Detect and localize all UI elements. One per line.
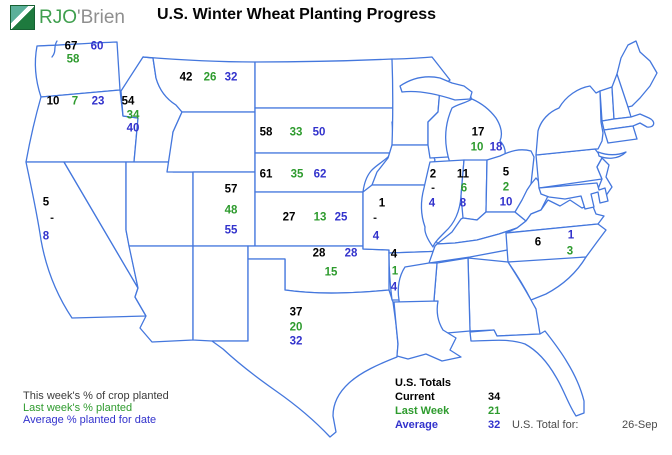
oh-current-value: 5 <box>502 166 510 179</box>
id-current-value: 54 <box>121 95 135 108</box>
wa-lastweek-value: 58 <box>66 53 80 66</box>
co-lastweek-value: 48 <box>224 204 238 217</box>
totals-footnote-date: 26-Sep <box>622 419 658 431</box>
wa-current-value: 67 <box>64 40 78 53</box>
ne-current-value: 61 <box>259 168 273 181</box>
id-lastweek-value: 34 <box>126 109 140 122</box>
in-lastweek-value: 6 <box>460 182 468 195</box>
totals-lastweek-value: 21 <box>488 405 501 417</box>
state-michigan-upper <box>399 76 473 101</box>
mo-average-value: 4 <box>372 230 380 243</box>
totals-footnote-label: U.S. Total for: <box>512 419 579 431</box>
state-arizona <box>128 245 194 343</box>
ar-lastweek-value: 1 <box>391 265 399 278</box>
state-massachusetts <box>601 113 655 131</box>
wa-average-value: 60 <box>90 40 104 53</box>
oh-lastweek-value: 2 <box>502 181 510 194</box>
tx-current-value: 37 <box>289 306 303 319</box>
id-average-value: 40 <box>126 122 140 135</box>
state-nebraska <box>254 152 393 193</box>
mt-current-value: 42 <box>179 71 193 84</box>
mo-current-value: 1 <box>378 197 386 210</box>
ks-lastweek-value: 13 <box>313 211 327 224</box>
totals-average-value: 32 <box>488 419 501 431</box>
state-connecticut-rhode-island <box>603 125 638 144</box>
state-virginia <box>505 199 605 234</box>
ca-average-value: 8 <box>42 230 50 243</box>
nc-current-value: 6 <box>534 236 542 249</box>
rjobrien-logo: RJO'Brien <box>10 5 125 30</box>
totals-lastweek-label: Last Week <box>395 405 450 417</box>
state-utah <box>125 161 194 247</box>
oh-average-value: 10 <box>499 196 513 209</box>
state-california <box>25 161 147 319</box>
il-current-value: 2 <box>429 168 437 181</box>
ok-average-value: 28 <box>344 247 358 260</box>
mt-lastweek-value: 26 <box>203 71 217 84</box>
ok-lastweek-value: 15 <box>324 266 338 279</box>
state-wyoming <box>166 111 256 173</box>
state-texas <box>211 258 399 438</box>
sd-current-value: 58 <box>259 126 273 139</box>
sd-average-value: 50 <box>312 126 326 139</box>
state-florida <box>469 329 585 417</box>
il-lastweek-value: - <box>431 182 435 195</box>
in-current-value: 11 <box>456 168 470 181</box>
ca-current-value: 5 <box>42 196 50 209</box>
rjobrien-logo-icon <box>10 5 35 30</box>
ne-lastweek-value: 35 <box>290 168 304 181</box>
state-louisiana <box>393 300 462 362</box>
state-washington <box>34 41 121 98</box>
state-new-mexico <box>192 245 249 342</box>
page-title: U.S. Winter Wheat Planting Progress <box>157 6 437 23</box>
state-maine <box>616 40 658 108</box>
ok-current-value: 28 <box>312 247 326 260</box>
mi-average-value: 18 <box>489 141 503 154</box>
state-illinois <box>420 159 465 248</box>
il-average-value: 4 <box>428 197 436 210</box>
state-north-dakota <box>254 58 396 109</box>
nc-average-value: 1 <box>567 229 575 242</box>
in-average-value: 8 <box>459 197 467 210</box>
logo-text-secondary: 'Brien <box>77 6 125 28</box>
mi-lastweek-value: 10 <box>470 141 484 154</box>
long-island-detail <box>597 151 627 159</box>
ks-average-value: 25 <box>334 211 348 224</box>
mi-current-value: 17 <box>471 126 485 139</box>
totals-average-label: Average <box>395 419 439 431</box>
state-michigan <box>445 98 506 164</box>
totals-current-label: Current <box>395 391 435 403</box>
mo-lastweek-value: - <box>373 212 377 225</box>
co-average-value: 55 <box>224 224 238 237</box>
co-current-value: 57 <box>224 183 238 196</box>
totals-heading: U.S. Totals <box>395 377 452 389</box>
legend-lastweek: Last week's % planted <box>23 402 133 414</box>
ar-average-value: 4 <box>390 281 398 294</box>
legend-current: This week's % of crop planted <box>23 390 169 402</box>
state-pennsylvania <box>535 148 603 189</box>
legend-average: Average % planted for date <box>23 414 157 426</box>
puget-sound-detail <box>51 40 58 58</box>
tx-average-value: 32 <box>289 335 303 348</box>
ca-lastweek-value: - <box>50 212 54 225</box>
or-current-value: 10 <box>46 95 60 108</box>
state-new-york <box>535 85 604 156</box>
state-maryland-delaware <box>538 182 609 210</box>
tx-lastweek-value: 20 <box>289 321 303 334</box>
ks-current-value: 27 <box>282 211 296 224</box>
rjobrien-logo-text: RJO'Brien <box>39 7 125 29</box>
mt-average-value: 32 <box>224 71 238 84</box>
nc-lastweek-value: 3 <box>566 245 574 258</box>
state-south-dakota <box>254 107 398 154</box>
ne-average-value: 62 <box>313 168 327 181</box>
or-average-value: 23 <box>91 95 105 108</box>
or-lastweek-value: 7 <box>71 95 79 108</box>
sd-lastweek-value: 33 <box>289 126 303 139</box>
logo-text-primary: RJO <box>39 6 77 28</box>
totals-current-value: 34 <box>488 391 501 403</box>
ar-current-value: 4 <box>390 248 398 261</box>
